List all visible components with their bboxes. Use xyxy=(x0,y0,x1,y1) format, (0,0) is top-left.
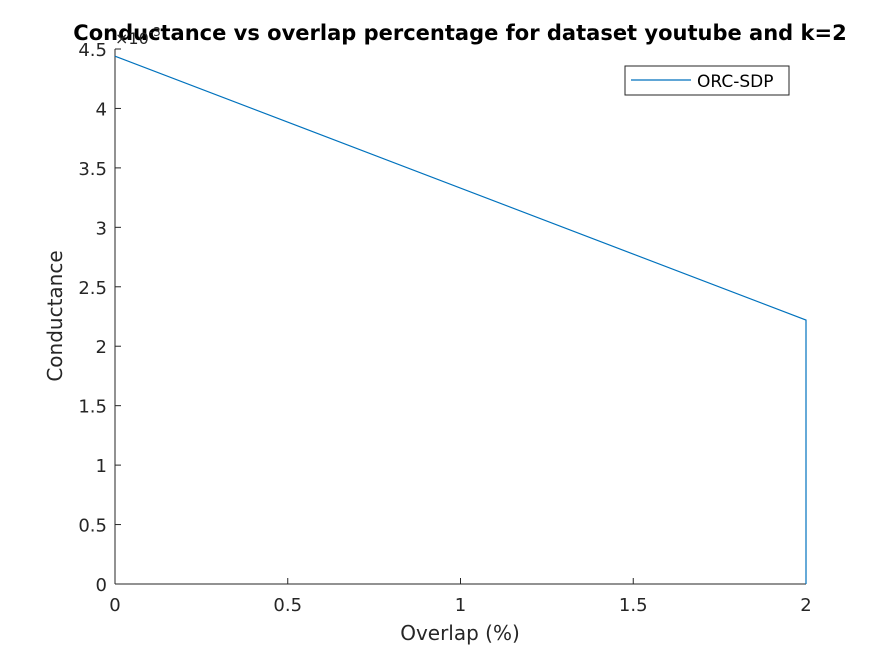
y-tick-label: 4 xyxy=(96,99,107,120)
x-tick-label: 0 xyxy=(109,595,120,616)
y-axis-label: Conductance xyxy=(43,250,67,381)
legend-label-orc-sdp: ORC-SDP xyxy=(697,72,773,92)
series-layer xyxy=(114,55,807,584)
y-ticks: 0 0.5 1 1.5 2 2.5 3 3.5 4 4.5 xyxy=(78,40,121,596)
y-tick-label: 1.5 xyxy=(78,397,107,418)
y-tick-label: 3 xyxy=(96,218,107,239)
x-ticks: 0 0.5 1 1.5 2 xyxy=(109,578,812,616)
y-tick-label: 2 xyxy=(96,337,107,358)
x-tick-label: 0.5 xyxy=(273,595,302,616)
x-tick-label: 1 xyxy=(455,595,466,616)
y-exponent-label: ×10-3 xyxy=(115,25,161,48)
y-tick-label: 0 xyxy=(96,575,107,596)
x-axis-label: Overlap (%) xyxy=(400,621,520,645)
y-tick-label: 0.5 xyxy=(78,516,107,537)
x-tick-label: 2 xyxy=(800,595,811,616)
plot-area xyxy=(115,49,806,584)
y-tick-label: 3.5 xyxy=(78,159,107,180)
y-tick-label: 4.5 xyxy=(78,40,107,61)
x-tick-label: 1.5 xyxy=(619,595,648,616)
y-tick-label: 2.5 xyxy=(78,278,107,299)
chart-title: Conductance vs overlap percentage for da… xyxy=(73,21,846,45)
y-tick-label: 1 xyxy=(96,456,107,477)
y-exponent-power: -3 xyxy=(149,25,161,39)
legend: ORC-SDP xyxy=(624,65,790,96)
y-exponent-base: ×10 xyxy=(115,29,149,48)
series-line-orc-sdp xyxy=(114,55,807,584)
